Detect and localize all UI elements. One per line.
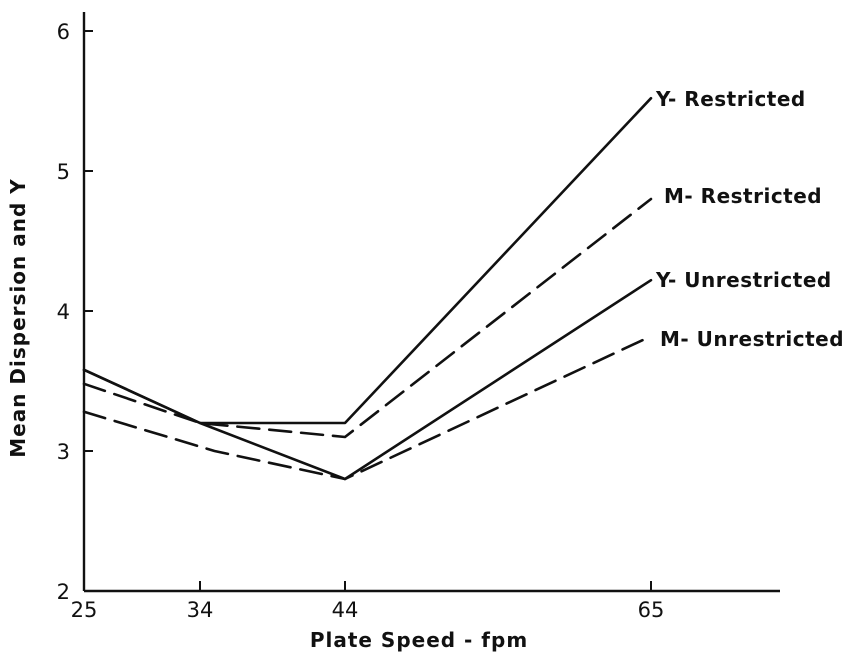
series-label-4: M- Unrestricted bbox=[660, 327, 844, 351]
y-tick-label: 3 bbox=[57, 440, 70, 464]
y-tick-label: 4 bbox=[57, 300, 70, 324]
series-line-1 bbox=[82, 96, 653, 425]
series-line-3 bbox=[82, 278, 653, 481]
y-tick-label: 5 bbox=[57, 160, 70, 184]
y-tick-label: 2 bbox=[57, 580, 70, 604]
x-axis-title: Plate Speed - fpm bbox=[310, 628, 528, 652]
series-group bbox=[82, 96, 653, 481]
series-labels: Y- Restricted M- Restricted Y- Unrestricte… bbox=[655, 87, 844, 351]
x-tick-label: 34 bbox=[187, 598, 214, 622]
x-tick-label: 25 bbox=[71, 598, 98, 622]
series-label-2: M- Restricted bbox=[664, 184, 822, 208]
x-tick-label: 44 bbox=[332, 598, 359, 622]
series-label-1: Y- Restricted bbox=[655, 87, 806, 111]
series-line-2 bbox=[82, 197, 653, 439]
series-label-3: Y- Unrestricted bbox=[655, 268, 832, 292]
series-line-4 bbox=[82, 334, 653, 481]
y-axis-title: Mean Dispersion and Y bbox=[6, 178, 30, 457]
y-tick-label: 6 bbox=[57, 20, 70, 44]
x-tick-label: 65 bbox=[638, 598, 665, 622]
